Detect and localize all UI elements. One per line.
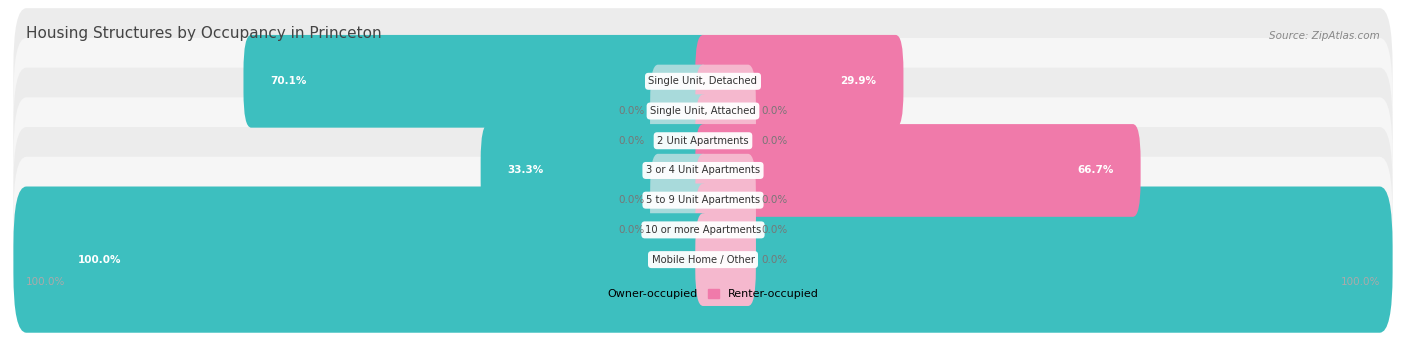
Text: 0.0%: 0.0%: [619, 136, 645, 146]
FancyBboxPatch shape: [243, 35, 711, 128]
Text: 29.9%: 29.9%: [841, 76, 876, 86]
FancyBboxPatch shape: [695, 213, 756, 306]
Text: 0.0%: 0.0%: [619, 225, 645, 235]
Text: 3 or 4 Unit Apartments: 3 or 4 Unit Apartments: [645, 166, 761, 175]
Text: 100.0%: 100.0%: [77, 254, 121, 265]
Text: 0.0%: 0.0%: [619, 195, 645, 205]
Text: Source: ZipAtlas.com: Source: ZipAtlas.com: [1270, 31, 1379, 41]
FancyBboxPatch shape: [650, 184, 711, 276]
Text: 0.0%: 0.0%: [619, 106, 645, 116]
FancyBboxPatch shape: [695, 65, 756, 157]
Text: 0.0%: 0.0%: [761, 225, 787, 235]
FancyBboxPatch shape: [695, 124, 1140, 217]
FancyBboxPatch shape: [481, 124, 711, 217]
FancyBboxPatch shape: [695, 35, 904, 128]
FancyBboxPatch shape: [695, 184, 756, 276]
FancyBboxPatch shape: [14, 8, 1392, 154]
FancyBboxPatch shape: [695, 154, 756, 247]
FancyBboxPatch shape: [14, 157, 1392, 303]
Text: 2 Unit Apartments: 2 Unit Apartments: [657, 136, 749, 146]
Text: 10 or more Apartments: 10 or more Apartments: [645, 225, 761, 235]
Text: Single Unit, Detached: Single Unit, Detached: [648, 76, 758, 86]
Text: 0.0%: 0.0%: [761, 254, 787, 265]
Text: 33.3%: 33.3%: [508, 166, 544, 175]
Text: 66.7%: 66.7%: [1077, 166, 1114, 175]
Text: 0.0%: 0.0%: [761, 195, 787, 205]
Legend: Owner-occupied, Renter-occupied: Owner-occupied, Renter-occupied: [586, 289, 820, 299]
Text: 0.0%: 0.0%: [761, 106, 787, 116]
FancyBboxPatch shape: [14, 68, 1392, 214]
Text: 70.1%: 70.1%: [270, 76, 307, 86]
FancyBboxPatch shape: [650, 65, 711, 157]
Text: 0.0%: 0.0%: [761, 136, 787, 146]
FancyBboxPatch shape: [14, 97, 1392, 244]
FancyBboxPatch shape: [695, 94, 756, 187]
FancyBboxPatch shape: [650, 154, 711, 247]
FancyBboxPatch shape: [650, 94, 711, 187]
Text: 5 to 9 Unit Apartments: 5 to 9 Unit Apartments: [645, 195, 761, 205]
Text: Single Unit, Attached: Single Unit, Attached: [650, 106, 756, 116]
Text: 100.0%: 100.0%: [27, 277, 66, 287]
FancyBboxPatch shape: [14, 38, 1392, 184]
Text: 100.0%: 100.0%: [1340, 277, 1379, 287]
Text: Mobile Home / Other: Mobile Home / Other: [651, 254, 755, 265]
Text: Housing Structures by Occupancy in Princeton: Housing Structures by Occupancy in Princ…: [27, 26, 382, 41]
FancyBboxPatch shape: [14, 127, 1392, 273]
FancyBboxPatch shape: [14, 186, 1392, 333]
FancyBboxPatch shape: [51, 213, 711, 306]
